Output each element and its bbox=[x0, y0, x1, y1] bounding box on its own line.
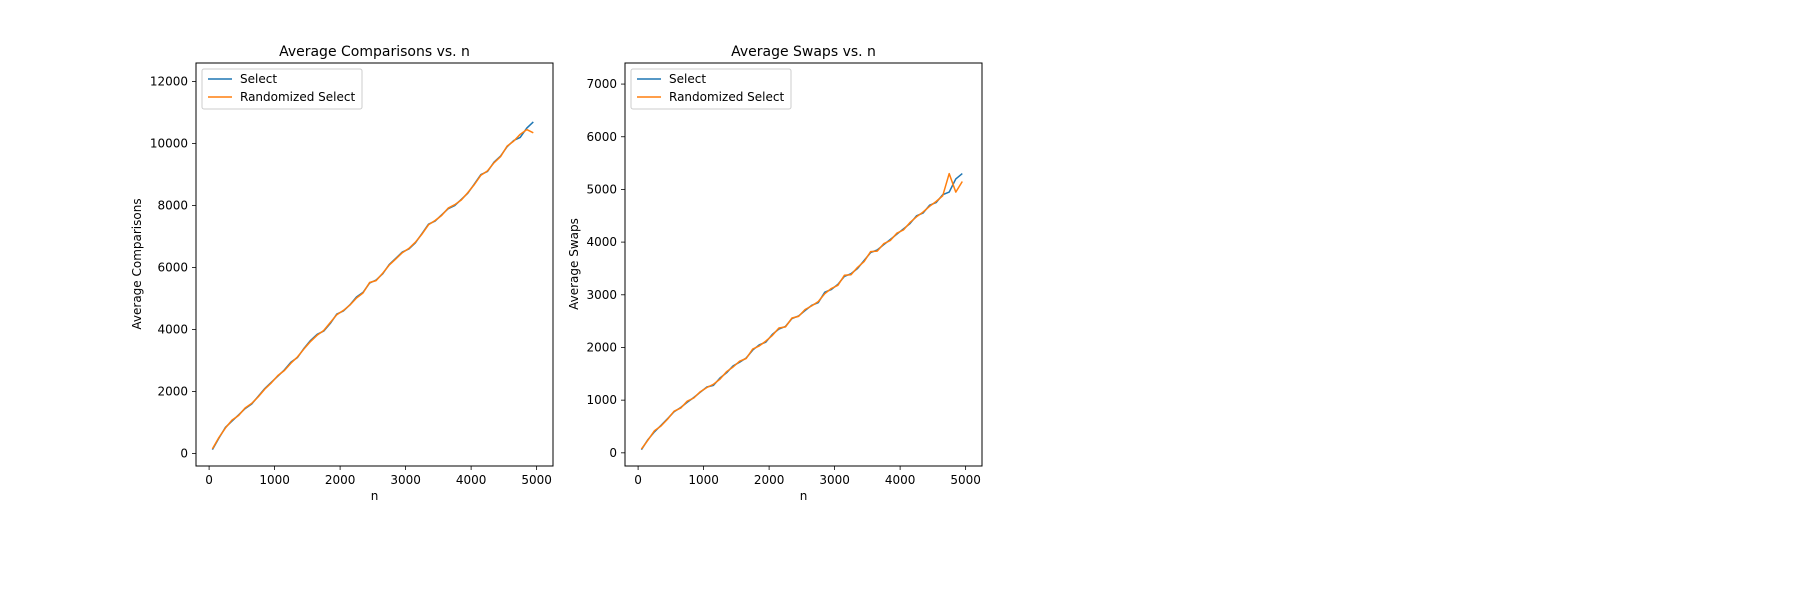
y-tick-label: 10000 bbox=[150, 137, 188, 151]
legend-label-select: Select bbox=[669, 72, 706, 86]
y-axis-label: Average Swaps bbox=[567, 218, 581, 310]
x-tick-label: 3000 bbox=[390, 473, 421, 487]
y-tick-label: 2000 bbox=[157, 385, 188, 399]
y-tick-label: 12000 bbox=[150, 75, 188, 89]
x-tick-label: 0 bbox=[634, 473, 642, 487]
x-tick-label: 4000 bbox=[456, 473, 487, 487]
y-tick-label: 6000 bbox=[586, 130, 617, 144]
x-tick-label: 1000 bbox=[259, 473, 290, 487]
x-tick-label: 2000 bbox=[754, 473, 785, 487]
series-lines bbox=[211, 121, 534, 450]
y-tick-label: 3000 bbox=[586, 288, 617, 302]
x-ticks: 0 1000 2000 3000 4000 5000 bbox=[205, 466, 552, 487]
plot-frame bbox=[624, 62, 983, 467]
legend-label-select: Select bbox=[240, 72, 277, 86]
y-tick-label: 1000 bbox=[586, 393, 617, 407]
legend-box bbox=[201, 68, 363, 110]
x-tick-label: 5000 bbox=[950, 473, 981, 487]
x-ticks: 0 1000 2000 3000 4000 5000 bbox=[634, 466, 981, 487]
legend-label-randomized-select: Randomized Select bbox=[669, 90, 784, 104]
y-axis-label: Average Comparisons bbox=[130, 198, 144, 329]
y-tick-label: 4000 bbox=[157, 323, 188, 337]
y-ticks: 0 2000 4000 6000 8000 10000 12000 bbox=[150, 75, 196, 461]
x-axis-label: n bbox=[800, 489, 808, 503]
x-axis-label: n bbox=[371, 489, 379, 503]
x-tick-label: 2000 bbox=[325, 473, 356, 487]
series-line-randomized-select bbox=[640, 172, 963, 450]
y-tick-label: 4000 bbox=[586, 235, 617, 249]
y-ticks: 0 1000 2000 3000 4000 5000 6000 7000 bbox=[586, 77, 625, 460]
plot-area: 0 1000 2000 3000 4000 5000 0 1000 2000 3000 4000 5… bbox=[586, 62, 983, 487]
y-tick-label: 0 bbox=[180, 447, 188, 461]
legend-label-randomized-select: Randomized Select bbox=[240, 90, 355, 104]
plot-area: 0 1000 2000 3000 4000 5000 0 2000 4000 6000 8000 1… bbox=[150, 62, 554, 487]
legend: Select Randomized Select bbox=[201, 68, 363, 110]
series-line-randomized-select bbox=[211, 128, 534, 450]
x-tick-label: 1000 bbox=[688, 473, 719, 487]
chart-panel-swaps: Average Swaps vs. n 0 1000 2000 3000 4000 500… bbox=[567, 44, 983, 503]
y-tick-label: 2000 bbox=[586, 340, 617, 354]
legend: Select Randomized Select bbox=[630, 68, 792, 110]
y-tick-label: 6000 bbox=[157, 261, 188, 275]
x-tick-label: 0 bbox=[205, 473, 213, 487]
y-tick-label: 7000 bbox=[586, 77, 617, 91]
chart-title: Average Swaps vs. n bbox=[731, 44, 876, 60]
y-tick-label: 5000 bbox=[586, 182, 617, 196]
y-tick-label: 8000 bbox=[157, 199, 188, 213]
legend-box bbox=[630, 68, 792, 110]
x-tick-label: 3000 bbox=[819, 473, 850, 487]
x-tick-label: 4000 bbox=[885, 473, 916, 487]
series-lines bbox=[640, 172, 963, 451]
x-tick-label: 5000 bbox=[521, 473, 552, 487]
y-tick-label: 0 bbox=[609, 446, 617, 460]
chart-title: Average Comparisons vs. n bbox=[279, 44, 470, 60]
chart-panel-comparisons: Average Comparisons vs. n 0 1000 2000 3000 4… bbox=[130, 44, 554, 503]
